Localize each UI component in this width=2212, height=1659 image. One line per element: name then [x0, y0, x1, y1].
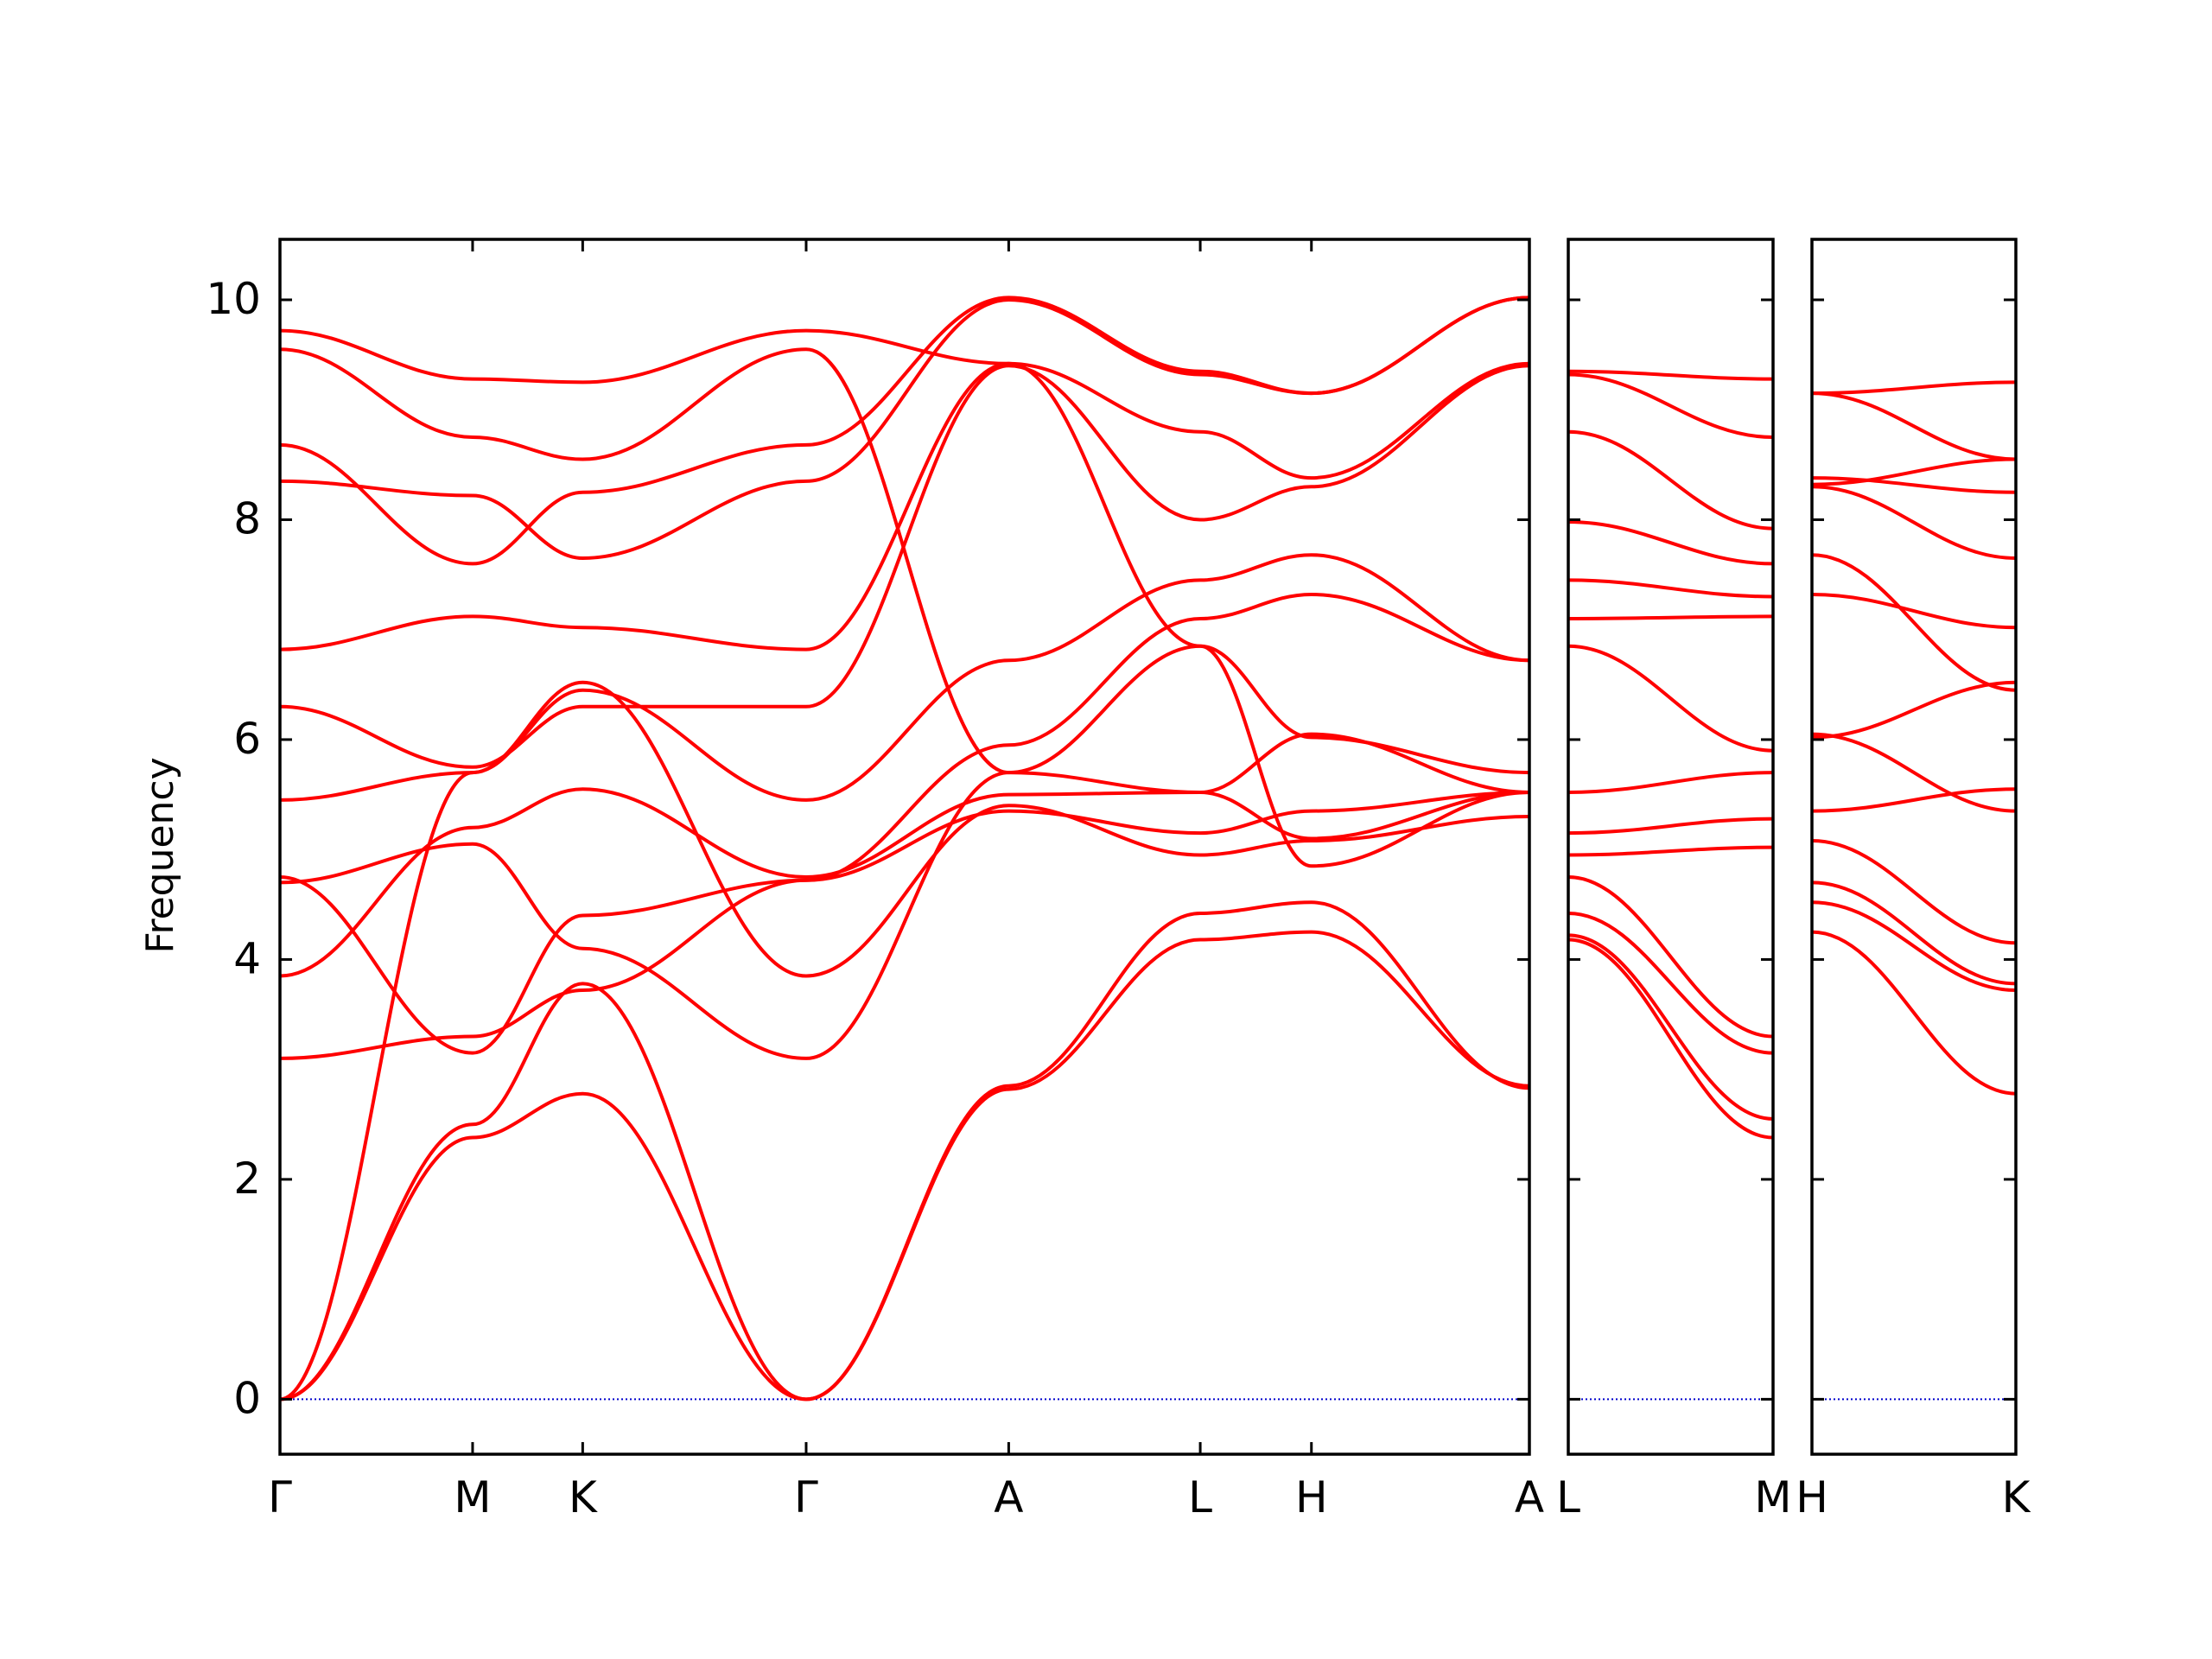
band-line-10 — [1812, 485, 2016, 560]
band-line-3 — [1812, 880, 2016, 986]
x-tick-label: Γ — [794, 1472, 818, 1522]
panel-1: 0 2 4 6 8 10 Γ M K Γ A L H A — [206, 238, 1544, 1522]
bands-group — [280, 296, 1529, 1402]
band-line-9 — [1568, 614, 1773, 620]
band-line-4 — [280, 791, 1529, 1060]
band-line-9 — [280, 364, 1529, 769]
band-line-2 — [1568, 933, 1773, 1121]
band-line-6 — [280, 644, 1529, 1060]
band-line-8 — [280, 553, 1529, 802]
band-line-1 — [1812, 930, 2016, 1096]
x-tick-label: L — [1556, 1472, 1580, 1522]
x-tick-label: H — [1295, 1472, 1328, 1522]
band-line-2 — [280, 900, 1529, 1402]
band-line-10 — [1568, 578, 1773, 599]
band-line-1 — [280, 930, 1529, 1402]
band-line-4 — [1812, 839, 2016, 945]
y-axis-label: Frequency — [138, 757, 182, 953]
band-line-8 — [1812, 593, 2016, 630]
y-tick-label: 10 — [206, 274, 261, 324]
bands-group — [1812, 380, 2016, 1096]
panel-frame — [1567, 238, 1775, 1456]
y-tick-label: 4 — [233, 933, 261, 983]
band-line-8 — [1568, 644, 1773, 753]
band-line-7 — [280, 593, 1529, 1055]
x-tick-label: M — [1754, 1472, 1791, 1522]
y-tick-label: 6 — [233, 714, 261, 764]
band-line-7 — [1568, 771, 1773, 794]
band-line-12 — [280, 296, 1529, 566]
band-line-6 — [1568, 817, 1773, 836]
band-line-11 — [280, 296, 1529, 560]
band-line-1 — [1568, 938, 1773, 1140]
x-tick-label: A — [1515, 1472, 1544, 1522]
band-line-5 — [1812, 787, 2016, 813]
band-line-3 — [1568, 912, 1773, 1055]
band-line-7 — [1812, 680, 2016, 740]
band-line-5 — [1568, 845, 1773, 857]
band-line-11 — [1568, 520, 1773, 566]
band-line-12 — [1812, 457, 2016, 486]
band-line-11 — [1812, 476, 2016, 494]
band-line-10 — [280, 361, 1529, 652]
x-tick-label: A — [994, 1472, 1023, 1522]
band-line-2 — [1812, 900, 2016, 992]
x-tick-label: K — [569, 1472, 598, 1522]
x-tick-label: H — [1796, 1472, 1828, 1522]
y-tick-label: 8 — [233, 493, 261, 543]
x-tick-label: M — [454, 1472, 491, 1522]
bands-group — [1568, 369, 1773, 1140]
band-line-14 — [280, 328, 1529, 868]
band-line-14 — [1812, 391, 2016, 461]
band-line-14 — [1568, 369, 1773, 381]
band-line-3 — [280, 680, 1529, 1402]
y-tick-label: 0 — [233, 1373, 261, 1423]
y-tick-label: 2 — [233, 1154, 261, 1204]
x-tick-label: Γ — [268, 1472, 292, 1522]
x-tick-label: L — [1188, 1472, 1212, 1522]
band-line-9 — [1812, 553, 2016, 692]
band-line-13 — [1568, 372, 1773, 439]
band-line-12 — [1568, 429, 1773, 531]
panel-frame — [1810, 238, 2018, 1456]
band-line-13 — [1812, 380, 2016, 396]
x-tick-label: K — [2002, 1472, 2031, 1522]
panel-frame — [278, 238, 1531, 1456]
band-line-6 — [1812, 732, 2016, 813]
band-line-4 — [1568, 875, 1773, 1039]
band-line-13 — [280, 347, 1529, 841]
